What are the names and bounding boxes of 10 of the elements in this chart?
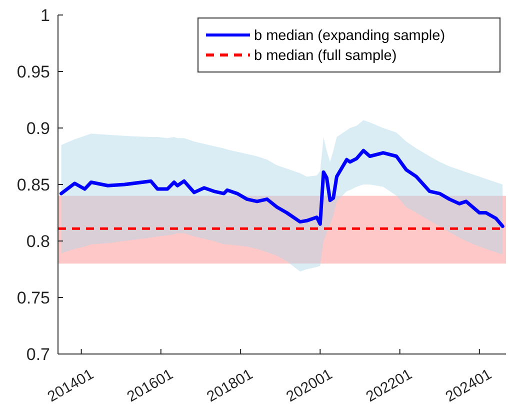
y-tick-label: 1: [40, 6, 50, 25]
y-tick-label: 0.9: [26, 118, 50, 138]
y-tick-label: 0.8: [26, 232, 50, 251]
line-series: [60, 148, 504, 228]
legend-label: b median (full sample): [254, 48, 397, 64]
y-tick-label: 0.95: [16, 62, 50, 82]
y-tick-label: 0.75: [16, 288, 50, 308]
legend-label: b median (expanding sample): [254, 28, 446, 44]
y-tick-label: 0.7: [26, 344, 50, 364]
y-tick-label: 0.85: [16, 175, 50, 194]
